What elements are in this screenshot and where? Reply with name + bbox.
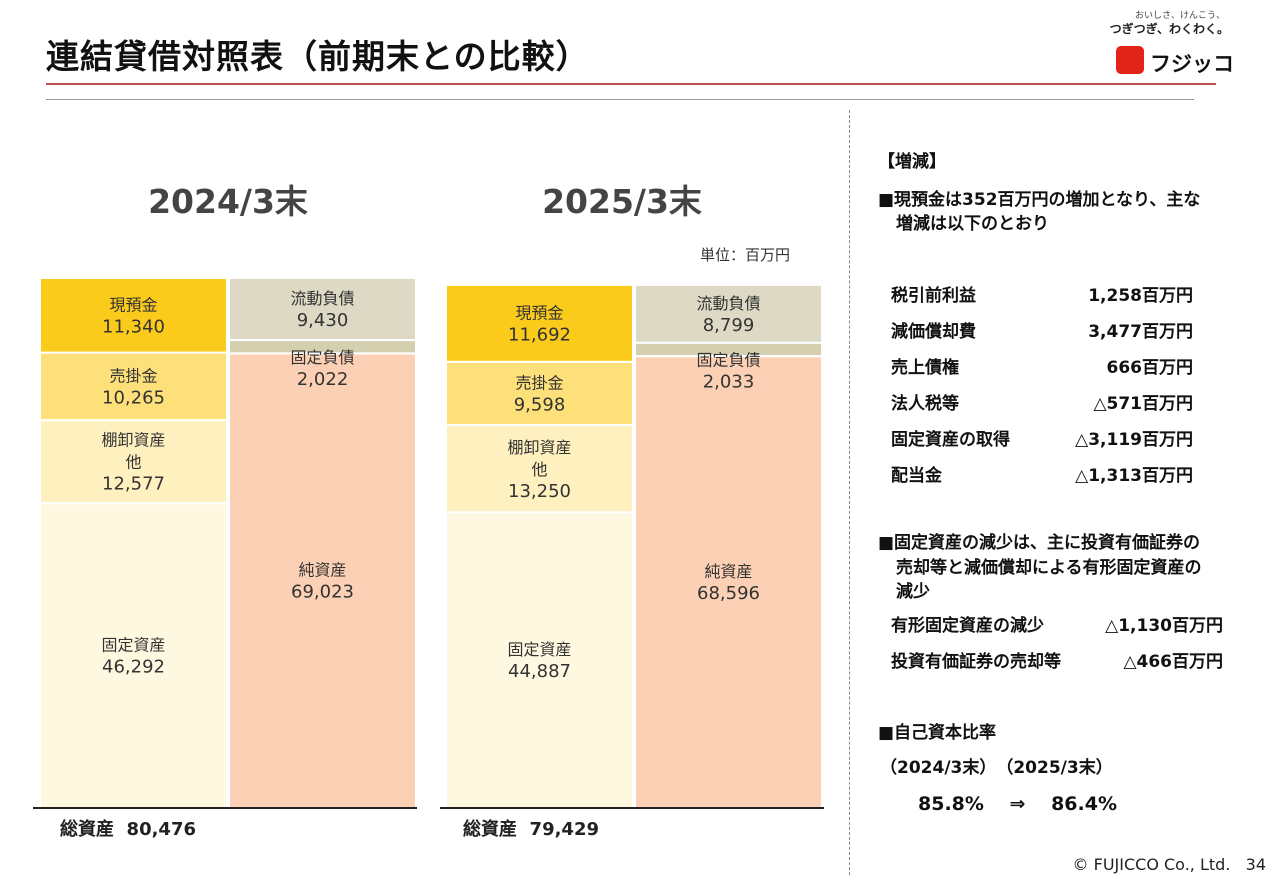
equity-ratio-values: 85.8% ⇒ 86.4% bbox=[918, 793, 1117, 815]
cash-note-line2: 増減は以下のとおり bbox=[896, 214, 1049, 234]
change-value: △1,313百万円 bbox=[1075, 466, 1193, 486]
liability-category-label: 純資産 bbox=[298, 561, 346, 580]
change-row: 法人税等 △571百万円 bbox=[891, 389, 1201, 425]
page-number: 34 bbox=[1245, 855, 1266, 874]
copyright: © FUJICCO Co., Ltd. bbox=[1072, 855, 1231, 874]
asset-segment bbox=[445, 360, 634, 427]
fixed-change-table: 有形固定資産の減少 △1,130百万円投資有価証券の売却等 △466百万円 bbox=[891, 611, 1231, 683]
change-value: △466百万円 bbox=[1123, 652, 1223, 672]
change-row: 税引前利益 1,258百万円 bbox=[891, 281, 1201, 317]
change-label: 減価償却費 bbox=[891, 322, 976, 342]
year-label-2024: 2024/3末 bbox=[148, 182, 308, 221]
asset-segment bbox=[445, 511, 634, 810]
year-label-2025: 2025/3末 bbox=[542, 182, 702, 221]
total-assets-label: 総資産 bbox=[60, 819, 114, 840]
liability-category-label: 固定負債 bbox=[696, 351, 760, 370]
total-assets-label: 総資産 bbox=[463, 819, 517, 840]
total-assets-2025: 総資産 79,429 bbox=[463, 815, 599, 841]
change-heading: 【増減】 bbox=[878, 152, 946, 172]
change-row: 投資有価証券の売却等 △466百万円 bbox=[891, 647, 1231, 683]
unit-label: 単位：百万円 bbox=[700, 246, 791, 264]
liability-value-label: 68,596 bbox=[697, 583, 760, 604]
liability-value-label: 2,022 bbox=[297, 369, 349, 390]
liability-segment bbox=[228, 352, 417, 809]
change-label: 投資有価証券の売却等 bbox=[891, 652, 1061, 672]
asset-category-label: 他 bbox=[125, 453, 141, 472]
footer: © FUJICCO Co., Ltd. 34 bbox=[1073, 855, 1266, 874]
change-label: 税引前利益 bbox=[891, 286, 976, 306]
fixed-note-line3: 減少 bbox=[896, 582, 930, 602]
liability-segment bbox=[634, 283, 823, 344]
asset-category-label: 棚卸資産 bbox=[101, 431, 165, 450]
change-row: 固定資産の取得 △3,119百万円 bbox=[891, 425, 1201, 461]
section-divider bbox=[849, 110, 850, 875]
logo-mark-icon bbox=[1116, 46, 1144, 74]
asset-segment bbox=[39, 351, 228, 422]
change-value: 3,477百万円 bbox=[1088, 322, 1193, 342]
asset-value-label: 12,577 bbox=[102, 474, 165, 495]
equity-ratio-years: （2024/3末） （2025/3末） bbox=[880, 758, 1113, 778]
cash-change-table: 税引前利益 1,258百万円減価償却費 3,477百万円売上債権 666百万円法人税等… bbox=[891, 281, 1201, 497]
cash-note-line1: ■現預金は352百万円の増加となり、主な bbox=[878, 190, 1201, 210]
asset-segment bbox=[39, 502, 228, 809]
liability-value-label: 8,799 bbox=[703, 315, 755, 336]
asset-segment bbox=[39, 277, 228, 354]
title-divider bbox=[46, 99, 1194, 100]
liability-segment bbox=[634, 355, 823, 809]
change-row: 配当金 △1,313百万円 bbox=[891, 461, 1201, 497]
asset-category-label: 固定資産 bbox=[507, 640, 571, 659]
liability-category-label: 固定負債 bbox=[290, 348, 354, 367]
asset-value-label: 10,265 bbox=[102, 387, 165, 408]
asset-category-label: 棚卸資産 bbox=[507, 438, 571, 457]
asset-category-label: 他 bbox=[531, 460, 547, 479]
change-value: 1,258百万円 bbox=[1088, 286, 1193, 306]
asset-value-label: 44,887 bbox=[508, 661, 571, 682]
asset-category-label: 固定資産 bbox=[101, 636, 165, 655]
asset-value-label: 13,250 bbox=[508, 481, 571, 502]
change-row: 有形固定資産の減少 △1,130百万円 bbox=[891, 611, 1231, 647]
liability-value-label: 69,023 bbox=[291, 582, 354, 603]
asset-category-label: 現預金 bbox=[515, 303, 563, 322]
asset-value-label: 11,692 bbox=[508, 324, 571, 345]
liability-value-label: 9,430 bbox=[297, 310, 349, 331]
liability-category-label: 純資産 bbox=[704, 562, 752, 581]
asset-value-label: 46,292 bbox=[102, 657, 165, 678]
change-label: 配当金 bbox=[891, 466, 942, 486]
asset-category-label: 現預金 bbox=[109, 295, 157, 314]
total-assets-2024: 総資産 80,476 bbox=[60, 815, 196, 841]
change-row: 減価償却費 3,477百万円 bbox=[891, 317, 1201, 353]
change-value: △3,119百万円 bbox=[1075, 430, 1193, 450]
change-value: 666百万円 bbox=[1106, 358, 1194, 378]
total-assets-value: 79,429 bbox=[529, 819, 600, 840]
asset-segment bbox=[445, 283, 634, 363]
change-value: △571百万円 bbox=[1093, 394, 1193, 414]
asset-segment bbox=[39, 419, 228, 505]
asset-value-label: 9,598 bbox=[514, 395, 566, 416]
change-value: △1,130百万円 bbox=[1105, 616, 1223, 636]
change-label: 売上債権 bbox=[891, 358, 959, 378]
change-label: 法人税等 bbox=[891, 394, 959, 414]
total-assets-value: 80,476 bbox=[126, 819, 197, 840]
asset-category-label: 売掛金 bbox=[515, 374, 563, 393]
logo-name: フジッコ bbox=[1150, 52, 1234, 76]
change-label: 有形固定資産の減少 bbox=[891, 616, 1044, 636]
company-logo: おいしさ、けんこう、 つぎつぎ、わくわく。 フジッコ bbox=[1110, 8, 1235, 78]
fixed-note-line1: ■固定資産の減少は、主に投資有価証券の bbox=[878, 533, 1201, 553]
liability-category-label: 流動負債 bbox=[290, 289, 354, 308]
equity-ratio-heading: ■自己資本比率 bbox=[878, 723, 997, 743]
change-row: 売上債権 666百万円 bbox=[891, 353, 1201, 389]
change-label: 固定資産の取得 bbox=[891, 430, 1010, 450]
asset-category-label: 売掛金 bbox=[109, 366, 157, 385]
asset-value-label: 11,340 bbox=[102, 316, 165, 337]
page-title: 連結貸借対照表（前期末との比較） bbox=[46, 37, 590, 76]
title-underline bbox=[46, 83, 1216, 85]
logo-tagline-small: おいしさ、けんこう、 bbox=[1134, 11, 1225, 21]
liability-segment bbox=[228, 277, 417, 342]
liability-category-label: 流動負債 bbox=[696, 294, 760, 313]
liability-value-label: 2,033 bbox=[703, 372, 755, 393]
logo-tagline: つぎつぎ、わくわく。 bbox=[1109, 22, 1229, 36]
fixed-note-line2: 売却等と減価償却による有形固定資産の bbox=[896, 558, 1202, 578]
